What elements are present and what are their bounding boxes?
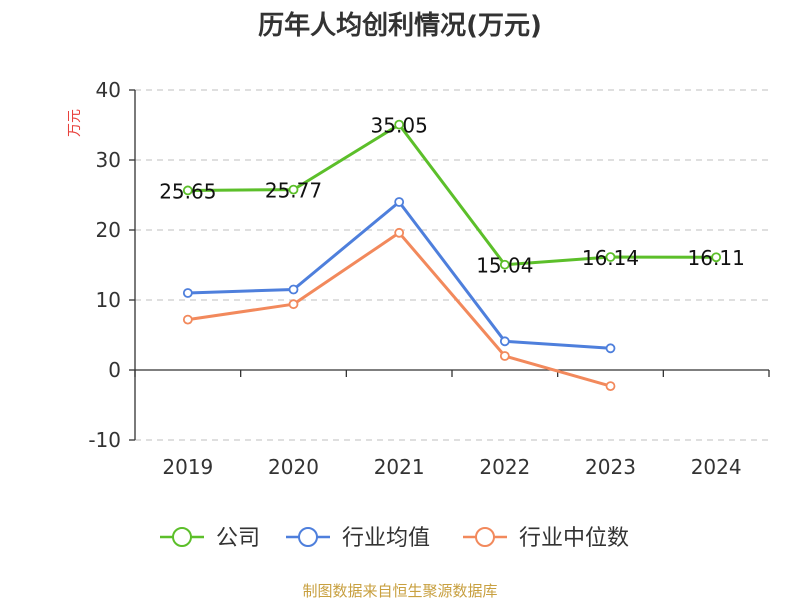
data-point[interactable] xyxy=(288,284,299,295)
data-point[interactable] xyxy=(288,184,299,195)
grid-lines xyxy=(135,89,769,441)
legend-label: 公司 xyxy=(216,526,260,551)
data-point[interactable] xyxy=(288,299,299,310)
legend-label: 行业中位数 xyxy=(519,526,629,551)
data-point[interactable] xyxy=(499,336,510,347)
data-label: 25.77 xyxy=(265,179,322,203)
series-line xyxy=(187,231,611,388)
legend[interactable]: 公司 行业均值 行业中位数 xyxy=(160,526,629,551)
legend-marker xyxy=(298,527,318,547)
data-point[interactable] xyxy=(394,119,405,130)
data-point[interactable] xyxy=(394,197,405,207)
series-lines xyxy=(182,119,722,392)
data-point[interactable] xyxy=(182,314,193,325)
data-label: 35.05 xyxy=(371,114,428,138)
data-label: 15.04 xyxy=(476,254,533,278)
series-line xyxy=(187,123,717,267)
chart-title: 历年人均创利情况(万元) xyxy=(258,10,542,41)
data-point[interactable] xyxy=(605,381,616,392)
x-tick-label: 2024 xyxy=(691,455,742,479)
data-point[interactable] xyxy=(182,288,193,298)
axes: 40 30 20 10 0 -10 2019 2020 2021 2022 2023 2024 xyxy=(88,78,770,479)
data-point[interactable] xyxy=(605,343,616,354)
legend-marker xyxy=(172,527,192,547)
legend-item[interactable]: 行业中位数 xyxy=(463,526,629,551)
legend-item[interactable]: 公司 xyxy=(160,526,260,551)
legend-label: 行业均值 xyxy=(342,526,430,551)
data-label: 25.65 xyxy=(159,179,216,203)
x-tick-label: 2019 xyxy=(162,455,213,479)
x-tick-label: 2023 xyxy=(585,455,636,479)
legend-item[interactable]: 行业均值 xyxy=(286,526,430,551)
series-line xyxy=(187,200,611,350)
y-axis-label: 万元 xyxy=(67,109,83,137)
y-tick-label: 20 xyxy=(96,218,121,242)
data-point[interactable] xyxy=(499,351,510,361)
y-tick-label: -10 xyxy=(88,428,121,452)
x-tick-label: 2021 xyxy=(374,455,425,479)
y-tick-label: 10 xyxy=(96,288,121,312)
source-note: 制图数据来自恒生聚源数据库 xyxy=(302,582,497,600)
data-label: 16.14 xyxy=(582,246,639,270)
data-point[interactable] xyxy=(394,227,405,238)
data-point[interactable] xyxy=(499,259,510,270)
y-tick-label: 40 xyxy=(96,78,121,102)
data-point[interactable] xyxy=(182,185,193,196)
y-tick-label: 0 xyxy=(108,358,121,382)
x-tick-label: 2022 xyxy=(479,455,530,479)
y-tick-label: 30 xyxy=(96,148,121,172)
data-point[interactable] xyxy=(605,252,616,262)
data-label: 16.11 xyxy=(688,246,745,270)
data-labels: 25.65 25.77 35.05 15.04 16.14 16.11 xyxy=(159,114,745,278)
legend-marker xyxy=(475,527,495,547)
data-point[interactable] xyxy=(711,252,722,263)
x-tick-label: 2020 xyxy=(268,455,319,479)
